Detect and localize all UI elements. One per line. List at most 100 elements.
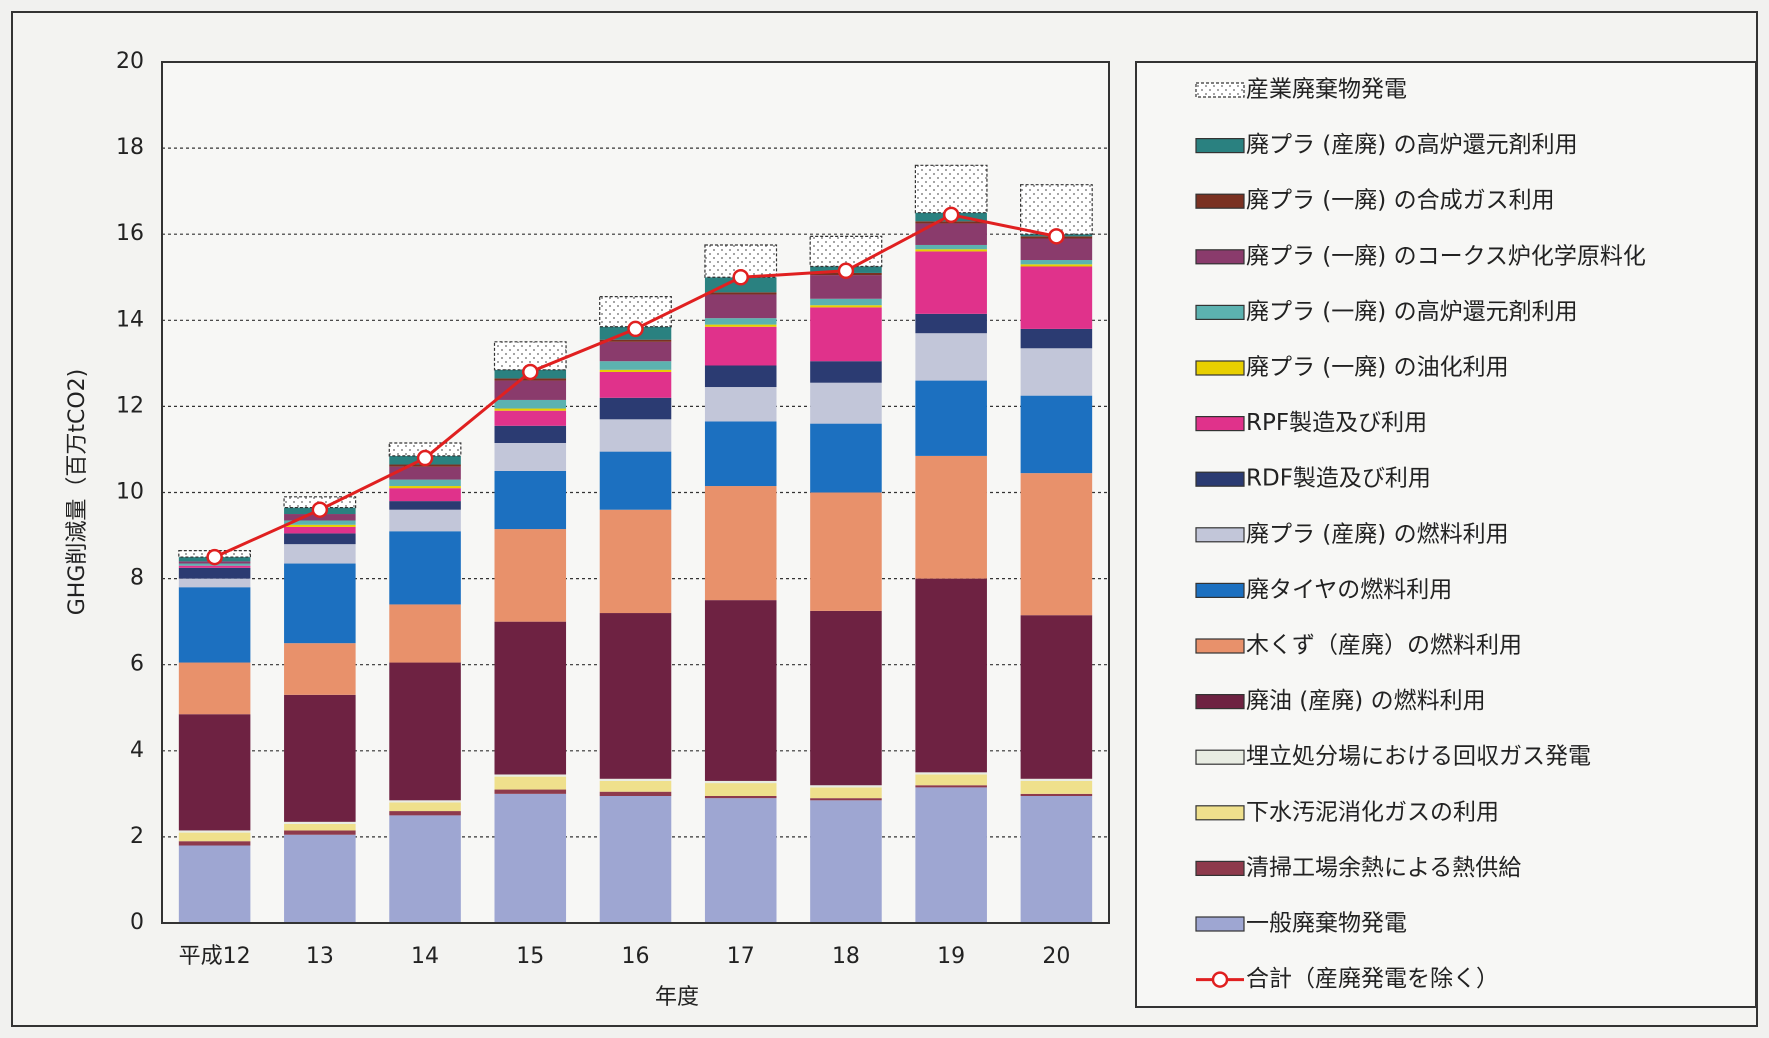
bar-segment	[810, 423, 882, 493]
bar-segment	[178, 845, 251, 923]
bar-segment	[284, 544, 356, 564]
bar-segment	[599, 371, 672, 398]
legend-label: 廃プラ (一廃) のコークス炉化学原料化	[1246, 243, 1646, 269]
bar-segment	[284, 821, 356, 824]
total-marker	[1048, 228, 1065, 245]
bar-segment	[599, 397, 672, 420]
x-tick-label: 19	[937, 944, 965, 969]
total-marker	[627, 320, 644, 338]
bar-segment	[1020, 615, 1093, 779]
bar-segment	[1020, 260, 1093, 265]
legend-swatch	[1195, 860, 1245, 877]
bar-segment	[1020, 266, 1093, 329]
bar-segment	[915, 244, 987, 250]
legend-swatch	[1195, 471, 1245, 487]
legend-label: 廃プラ (一廃) の高炉還元剤利用	[1246, 299, 1578, 325]
bar-segment	[915, 223, 987, 245]
bar-segment	[704, 294, 777, 319]
bar-segment	[1020, 184, 1093, 235]
bar-segment	[810, 785, 882, 788]
bar-segment	[284, 823, 356, 831]
bar-segment	[809, 235, 883, 268]
y-tick-label: 18	[116, 135, 144, 160]
bar-segment	[704, 796, 777, 799]
bar-segment	[704, 326, 777, 366]
bar-segment	[178, 565, 251, 568]
legend-swatch	[1195, 138, 1245, 154]
bar-segment	[494, 442, 567, 471]
legend-label: 廃プラ (一廃) の油化利用	[1246, 355, 1509, 381]
bar-segment	[389, 811, 461, 816]
bar-segment	[704, 292, 777, 295]
bar-segment	[704, 324, 777, 327]
bar-segment	[389, 466, 461, 480]
legend-swatch	[1195, 249, 1245, 265]
bar-segment	[810, 275, 882, 299]
y-tick-label: 12	[116, 393, 144, 418]
x-tick-label: 平成12	[179, 944, 251, 969]
total-marker	[416, 449, 434, 467]
legend-label: RPF製造及び利用	[1246, 410, 1427, 436]
bar-segment	[915, 251, 987, 314]
bar-segment	[284, 520, 356, 525]
bar-segment	[494, 399, 567, 409]
bar-segment	[599, 369, 672, 372]
legend-swatch	[1195, 693, 1245, 710]
bar-segment	[914, 164, 988, 214]
bar-segment	[494, 410, 567, 426]
bar-segment	[599, 780, 672, 792]
bar-segment	[389, 531, 461, 605]
bar-segment	[704, 783, 777, 797]
bar-segment	[810, 610, 882, 786]
bar-segment	[915, 578, 987, 773]
y-tick-label: 10	[116, 480, 144, 505]
bar-segment	[389, 486, 461, 489]
legend-label: RDF製造及び利用	[1246, 466, 1431, 492]
y-tick-label: 8	[130, 566, 144, 591]
bar-segment	[284, 694, 356, 822]
x-tick-label: 18	[832, 944, 860, 969]
bar-segment	[178, 662, 251, 715]
total-marker	[311, 501, 329, 518]
bar-segment	[704, 318, 777, 325]
bar-segment	[915, 333, 987, 381]
bar-segment	[599, 341, 672, 362]
bar-segment	[178, 832, 251, 842]
legend-swatch	[1195, 416, 1245, 432]
bar-segment	[810, 800, 882, 923]
y-tick-label: 20	[116, 49, 144, 74]
bar-segment	[704, 486, 777, 601]
bar-segment	[389, 815, 461, 923]
bar-segment	[1020, 348, 1093, 396]
bar-segment	[1020, 793, 1093, 797]
x-axis-label: 年度	[655, 985, 699, 1010]
x-tick-label: 16	[622, 944, 650, 969]
y-tick-label: 0	[130, 910, 144, 935]
total-marker	[837, 262, 855, 280]
legend-label: 清掃工場余熱による熱供給	[1246, 855, 1521, 881]
bar-segment	[389, 802, 461, 812]
bar-segment	[599, 451, 672, 510]
bar-segment	[494, 621, 567, 775]
bar-segment	[599, 613, 672, 779]
bar-segment	[704, 365, 777, 388]
legend-swatch	[1195, 805, 1245, 821]
bar-segment	[810, 798, 882, 801]
legend-label: 産業廃棄物発電	[1246, 77, 1407, 103]
x-tick-label: 20	[1042, 944, 1070, 969]
legend-label: 廃タイヤの燃料利用	[1246, 577, 1452, 603]
legend-label: 廃油 (産廃) の燃料利用	[1246, 688, 1486, 714]
x-tick-label: 14	[411, 944, 439, 969]
bar-segment	[494, 380, 567, 400]
bar-segment	[704, 387, 777, 422]
bar-segment	[284, 834, 356, 923]
y-tick-label: 4	[130, 738, 144, 763]
bar-segment	[178, 567, 251, 579]
legend-swatch	[1195, 193, 1245, 209]
legend-swatch	[1195, 304, 1245, 320]
total-marker	[522, 363, 539, 381]
bar-segment	[915, 774, 987, 786]
total-marker	[732, 269, 749, 286]
bar-segment	[810, 382, 882, 424]
bar-segment	[599, 509, 672, 614]
